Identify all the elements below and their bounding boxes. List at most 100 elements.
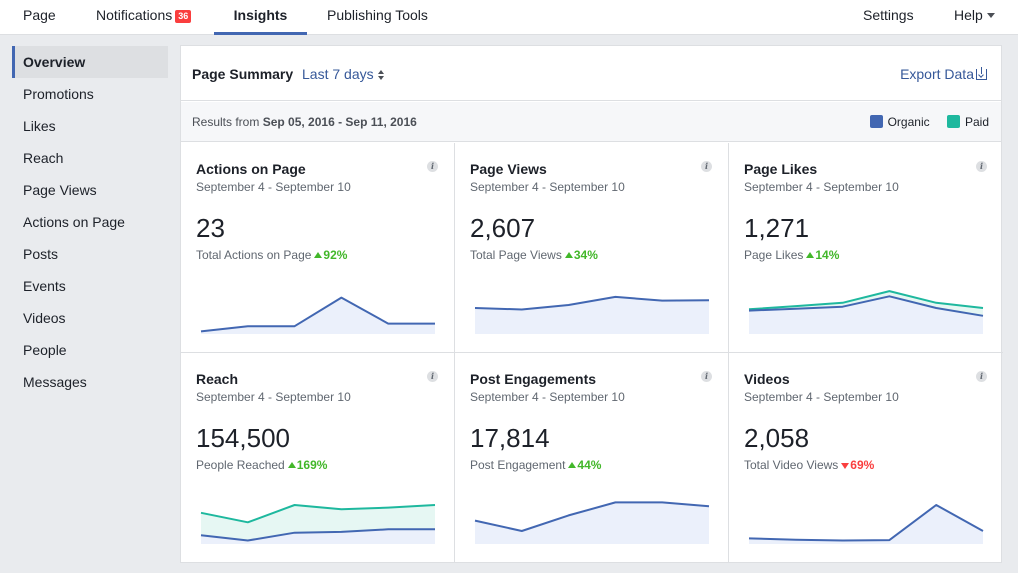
tab-notifications-label: Notifications xyxy=(96,7,173,23)
change-value: 34% xyxy=(573,248,598,262)
metric-card-reach[interactable]: Reach September 4 - September 10 i 154,5… xyxy=(181,353,455,563)
panel-header: Page Summary Last 7 days Export Data xyxy=(181,46,1001,101)
card-sub-label: Total Actions on Page xyxy=(196,248,312,262)
card-date-range: September 4 - September 10 xyxy=(470,180,625,194)
organic-series-area xyxy=(475,296,709,334)
sparkline-chart xyxy=(200,504,436,544)
info-icon[interactable]: i xyxy=(976,161,987,172)
card-sub-label: Total Video Views xyxy=(744,458,839,472)
organic-series-line xyxy=(474,501,710,532)
arrow-down-icon xyxy=(841,463,850,469)
metric-card-actions-on-page[interactable]: Actions on Page September 4 - September … xyxy=(181,143,455,353)
card-title: Post Engagements xyxy=(470,371,597,387)
card-subtitle: People Reached 169% xyxy=(196,458,327,472)
sidebar-item-reach[interactable]: Reach xyxy=(23,150,64,166)
sparkline-chart xyxy=(474,501,710,544)
legend-paid: Paid xyxy=(946,115,989,129)
card-sub-label: Total Page Views xyxy=(470,248,562,262)
change-indicator: 44% xyxy=(568,458,601,472)
sidebar: Overview Promotions Likes Reach Page Vie… xyxy=(12,46,168,398)
card-date-range: September 4 - September 10 xyxy=(470,390,625,404)
card-date-range: September 4 - September 10 xyxy=(196,390,351,404)
chevron-down-icon xyxy=(986,13,995,18)
metric-card-page-likes[interactable]: Page Likes September 4 - September 10 i … xyxy=(729,143,1003,353)
tab-insights[interactable]: Insights xyxy=(214,0,307,35)
help-menu[interactable]: Help xyxy=(954,0,995,35)
tab-notifications[interactable]: Notifications 36 xyxy=(96,0,192,35)
sidebar-item-videos[interactable]: Videos xyxy=(23,310,66,326)
card-value: 2,607 xyxy=(470,213,536,243)
card-sub-label: People Reached xyxy=(196,458,285,472)
results-range-text: Results from Sep 05, 2016 - Sep 11, 2016 xyxy=(192,115,417,129)
help-label: Help xyxy=(954,7,983,23)
info-icon[interactable]: i xyxy=(701,371,712,382)
sort-updown-icon xyxy=(377,70,385,80)
arrow-up-icon xyxy=(287,462,296,468)
date-range-selector[interactable]: Last 7 days xyxy=(302,66,385,82)
change-value: 44% xyxy=(577,458,602,472)
metric-card-page-views[interactable]: Page Views September 4 - September 10 i … xyxy=(455,143,729,353)
arrow-up-icon xyxy=(806,252,815,258)
paid-series-line xyxy=(200,504,436,524)
change-value: 92% xyxy=(323,248,348,262)
page-summary-title: Page Summary xyxy=(192,66,294,82)
tab-page-label: Page xyxy=(23,7,56,23)
metric-card-videos[interactable]: Videos September 4 - September 10 i 2,05… xyxy=(729,353,1003,563)
results-range: Sep 05, 2016 - Sep 11, 2016 xyxy=(262,115,417,129)
sidebar-item-people[interactable]: People xyxy=(23,342,67,358)
info-icon[interactable]: i xyxy=(427,371,438,382)
organic-series-line xyxy=(748,295,984,317)
change-indicator: 92% xyxy=(314,248,347,262)
results-prefix: Results from xyxy=(192,115,260,129)
change-indicator: 69% xyxy=(841,458,874,472)
card-subtitle: Total Video Views 69% xyxy=(744,458,874,472)
organic-series-line xyxy=(748,504,984,542)
sidebar-item-messages[interactable]: Messages xyxy=(23,374,87,390)
sidebar-item-events[interactable]: Events xyxy=(23,278,66,294)
change-indicator: 169% xyxy=(287,458,328,472)
sparkline-chart xyxy=(748,290,984,334)
info-icon[interactable]: i xyxy=(701,161,712,172)
tab-insights-label: Insights xyxy=(233,7,288,23)
export-data-button[interactable]: Export Data xyxy=(900,66,987,82)
card-date-range: September 4 - September 10 xyxy=(744,180,899,194)
sparkline-chart xyxy=(748,504,984,544)
legend-paid-swatch xyxy=(946,115,960,128)
change-value: 169% xyxy=(296,458,328,472)
results-bar: Results from Sep 05, 2016 - Sep 11, 2016… xyxy=(181,102,1001,142)
tab-page[interactable]: Page xyxy=(23,0,56,35)
info-icon[interactable]: i xyxy=(976,371,987,382)
sidebar-item-posts[interactable]: Posts xyxy=(23,246,59,262)
arrow-up-icon xyxy=(564,252,573,258)
notifications-badge: 36 xyxy=(175,10,192,23)
arrow-up-icon xyxy=(568,462,577,468)
metric-card-post-engagements[interactable]: Post Engagements September 4 - September… xyxy=(455,353,729,563)
card-subtitle: Post Engagement 44% xyxy=(470,458,601,472)
organic-series-line xyxy=(200,528,435,542)
sidebar-item-promotions[interactable]: Promotions xyxy=(23,86,94,102)
card-title: Videos xyxy=(744,371,790,387)
card-sub-label: Page Likes xyxy=(744,248,804,262)
sidebar-item-overview[interactable]: Overview xyxy=(12,46,168,78)
tab-publishing-tools[interactable]: Publishing Tools xyxy=(327,0,428,35)
info-icon[interactable]: i xyxy=(427,161,438,172)
organic-series-area xyxy=(475,502,709,544)
sidebar-item-actions-on-page[interactable]: Actions on Page xyxy=(23,214,125,230)
organic-series-area xyxy=(201,297,435,334)
sidebar-item-likes[interactable]: Likes xyxy=(23,118,56,134)
top-nav: Page Notifications 36 Insights Publishing… xyxy=(0,0,1018,35)
change-value: 69% xyxy=(850,458,875,472)
settings-link[interactable]: Settings xyxy=(863,0,914,35)
sidebar-item-page-views[interactable]: Page Views xyxy=(23,182,97,198)
export-data-label: Export Data xyxy=(900,66,974,82)
page-summary-panel: Page Summary Last 7 days Export Data Res… xyxy=(180,45,1003,563)
legend-organic-swatch xyxy=(869,115,883,128)
organic-series-line xyxy=(200,296,435,333)
card-title: Page Views xyxy=(470,161,547,177)
card-date-range: September 4 - September 10 xyxy=(196,180,351,194)
change-value: 14% xyxy=(815,248,840,262)
card-value: 2,058 xyxy=(744,423,810,453)
download-icon xyxy=(976,67,987,80)
legend-paid-label: Paid xyxy=(964,115,989,129)
metric-cards-grid: Actions on Page September 4 - September … xyxy=(181,143,1003,563)
